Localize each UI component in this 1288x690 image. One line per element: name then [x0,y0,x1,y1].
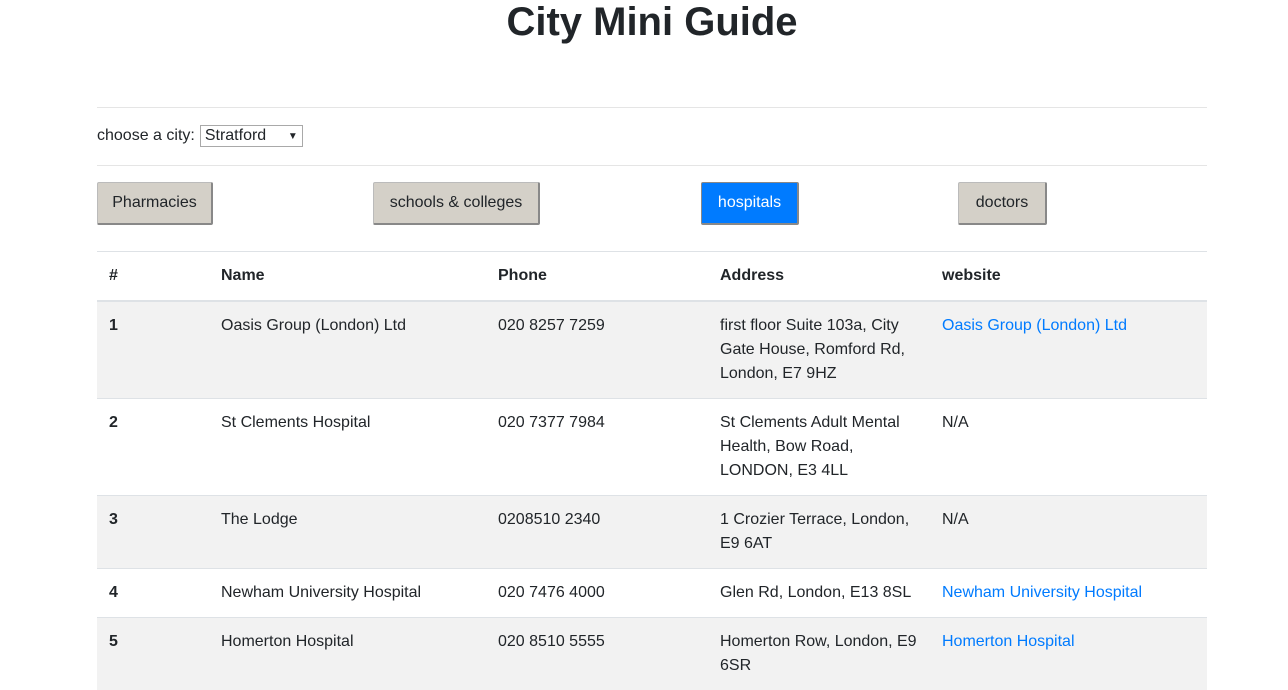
website-link[interactable]: Homerton Hospital [942,633,1075,650]
row-name: Newham University Hospital [209,569,486,618]
row-website: N/A [930,399,1207,496]
row-number: 4 [97,569,209,618]
row-number: 5 [97,618,209,690]
row-phone: 020 7476 4000 [486,569,708,618]
row-phone: 020 8257 7259 [486,301,708,399]
divider [97,107,1207,108]
row-phone: 0208510 2340 [486,496,708,569]
divider [97,165,1207,166]
row-address: first floor Suite 103a, City Gate House,… [708,301,930,399]
website-link[interactable]: Oasis Group (London) Ltd [942,317,1127,334]
row-address: 1 Crozier Terrace, London, E9 6AT [708,496,930,569]
table-header-row: # Name Phone Address website [97,252,1207,302]
city-select[interactable]: Stratford ▼ [200,125,303,147]
city-select-value: Stratford [205,127,266,145]
col-phone: Phone [486,252,708,302]
website-na: N/A [942,414,969,431]
row-number: 3 [97,496,209,569]
col-address: Address [708,252,930,302]
row-address: Glen Rd, London, E13 8SL [708,569,930,618]
row-name: The Lodge [209,496,486,569]
page-title: City Mini Guide [97,0,1207,44]
row-name: St Clements Hospital [209,399,486,496]
row-phone: 020 8510 5555 [486,618,708,690]
website-link[interactable]: Newham University Hospital [942,584,1142,601]
website-na: N/A [942,511,969,528]
row-number: 2 [97,399,209,496]
row-website: Homerton Hospital [930,618,1207,690]
row-address: St Clements Adult Mental Health, Bow Roa… [708,399,930,496]
row-website: Newham University Hospital [930,569,1207,618]
doctors-button[interactable]: doctors [958,182,1047,225]
city-picker: choose a city: Stratford ▼ [97,125,303,147]
col-name: Name [209,252,486,302]
col-num: # [97,252,209,302]
row-website: Oasis Group (London) Ltd [930,301,1207,399]
dropdown-arrow-icon: ▼ [288,131,298,142]
row-name: Oasis Group (London) Ltd [209,301,486,399]
hospitals-button[interactable]: hospitals [701,182,799,225]
row-address: Homerton Row, London, E9 6SR [708,618,930,690]
row-phone: 020 7377 7984 [486,399,708,496]
schools-colleges-button[interactable]: schools & colleges [373,182,540,225]
row-website: N/A [930,496,1207,569]
col-website: website [930,252,1207,302]
row-name: Homerton Hospital [209,618,486,690]
row-number: 1 [97,301,209,399]
pharmacies-button[interactable]: Pharmacies [97,182,213,225]
city-label: choose a city: [97,127,195,145]
